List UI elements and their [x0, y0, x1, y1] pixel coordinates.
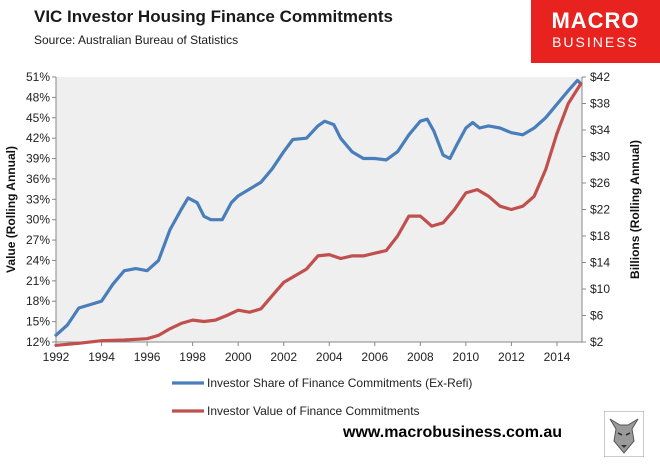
y2-tick-label: $30 — [590, 150, 610, 164]
y-tick-label: 18% — [26, 294, 50, 308]
x-tick-label: 1996 — [134, 350, 161, 364]
x-tick-label: 1998 — [179, 350, 206, 364]
plot-area — [56, 77, 582, 342]
macrobusiness-logo[interactable]: MACRO BUSINESS — [531, 0, 660, 63]
logo-line1: MACRO — [551, 8, 640, 33]
y2-tick-label: $14 — [590, 256, 610, 270]
wolf-icon — [604, 411, 644, 457]
chart-subtitle: Source: Australian Bureau of Statistics — [34, 33, 239, 47]
x-tick-label: 2006 — [361, 350, 388, 364]
y2-axis-title: Billions (Rolling Annual) — [628, 140, 642, 279]
logo-line2: BUSINESS — [552, 34, 639, 50]
y-tick-label: 30% — [26, 213, 50, 227]
y-tick-label: 48% — [26, 90, 50, 104]
legend-label-1: Investor Share of Finance Commitments (E… — [207, 376, 472, 390]
x-tick-label: 2000 — [225, 350, 252, 364]
y-tick-label: 21% — [26, 274, 50, 288]
y2-tick-label: $2 — [590, 335, 604, 349]
chart-title: VIC Investor Housing Finance Commitments — [34, 7, 393, 26]
y2-tick-label: $18 — [590, 229, 610, 243]
y2-tick-label: $26 — [590, 176, 610, 190]
y-tick-label: 39% — [26, 152, 50, 166]
x-tick-label: 2014 — [544, 350, 571, 364]
legend-label-2: Investor Value of Finance Commitments — [207, 404, 420, 418]
x-tick-label: 2008 — [407, 350, 434, 364]
x-tick-label: 1994 — [88, 350, 115, 364]
y2-tick-label: $34 — [590, 123, 610, 137]
y2-tick-label: $10 — [590, 282, 610, 296]
y-tick-label: 51% — [26, 70, 50, 84]
y-tick-label: 36% — [26, 172, 50, 186]
y2-tick-label: $6 — [590, 309, 604, 323]
y2-tick-label: $38 — [590, 97, 610, 111]
y2-tick-label: $42 — [590, 70, 610, 84]
y-tick-label: 27% — [26, 233, 50, 247]
footer-url-link[interactable]: www.macrobusiness.com.au — [343, 424, 563, 441]
x-tick-label: 2002 — [270, 350, 297, 364]
y-tick-label: 12% — [26, 335, 50, 349]
x-tick-label: 2012 — [498, 350, 525, 364]
y-tick-label: 24% — [26, 253, 50, 267]
y2-tick-label: $22 — [590, 203, 610, 217]
series-line-1 — [54, 78, 583, 337]
x-tick-label: 2010 — [453, 350, 480, 364]
y-tick-label: 15% — [26, 315, 50, 329]
x-tick-label: 1992 — [43, 350, 70, 364]
x-tick-label: 2004 — [316, 350, 343, 364]
y-tick-label: 33% — [26, 192, 50, 206]
y-tick-label: 45% — [26, 111, 50, 125]
y-tick-label: 42% — [26, 131, 50, 145]
series-line-2 — [54, 81, 583, 347]
y-axis-title: Value (Rolling Annual) — [4, 146, 18, 273]
